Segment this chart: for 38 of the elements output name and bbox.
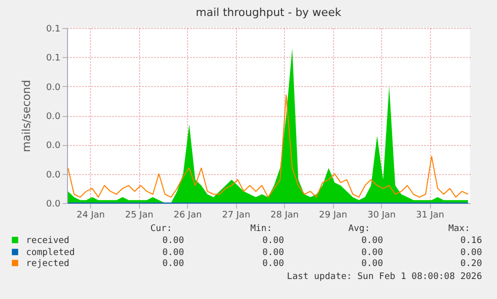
- y-axis-title: mails/second: [20, 80, 34, 152]
- x-tick-label: 26 Jan: [174, 210, 202, 220]
- text: 0.00: [162, 248, 184, 258]
- text: 0.20: [460, 259, 482, 269]
- line-series: [68, 94, 468, 198]
- y-tick-label: 0.0: [46, 170, 61, 180]
- chart-title: mail throughput - by week: [196, 6, 342, 19]
- x-tick-label: 25 Jan: [125, 210, 154, 220]
- text: 0.16: [460, 236, 482, 246]
- x-tick-label: 29 Jan: [319, 210, 348, 220]
- y-tick-label: 0.0: [46, 200, 61, 210]
- y-tick-label: 0.1: [46, 54, 60, 64]
- text: 0.00: [262, 236, 284, 246]
- text: 0.00: [460, 248, 482, 258]
- text: 0.00: [361, 248, 383, 258]
- legend-label: received: [26, 236, 70, 246]
- text: Cur:: [150, 224, 172, 234]
- x-tick-label: 28 Jan: [270, 210, 299, 220]
- x-tick-label: 30 Jan: [368, 210, 396, 220]
- text: 0.00: [162, 236, 184, 246]
- text: Avg:: [348, 224, 370, 234]
- text: 0.00: [262, 259, 284, 269]
- legend-label: rejected: [26, 259, 70, 269]
- y-tick-label: 0.0: [46, 141, 61, 152]
- text: Min:: [250, 224, 272, 234]
- x-tick-label: 27 Jan: [222, 210, 250, 220]
- text: Last update: Sun Feb 1 08:00:08 2026: [286, 272, 482, 282]
- text: Max:: [448, 224, 470, 234]
- text: 0.00: [361, 236, 383, 246]
- legend-label: completed: [26, 248, 75, 258]
- y-tick-label: 0.0: [46, 112, 61, 122]
- y-tick-label: 0.1: [46, 24, 60, 34]
- text: 0.00: [262, 248, 284, 258]
- text: 0.00: [162, 259, 184, 269]
- text: 0.00: [361, 259, 383, 269]
- y-tick-label: 0.0: [46, 82, 61, 93]
- x-tick-label: 24 Jan: [76, 210, 105, 220]
- x-tick-label: 31 Jan: [416, 210, 444, 220]
